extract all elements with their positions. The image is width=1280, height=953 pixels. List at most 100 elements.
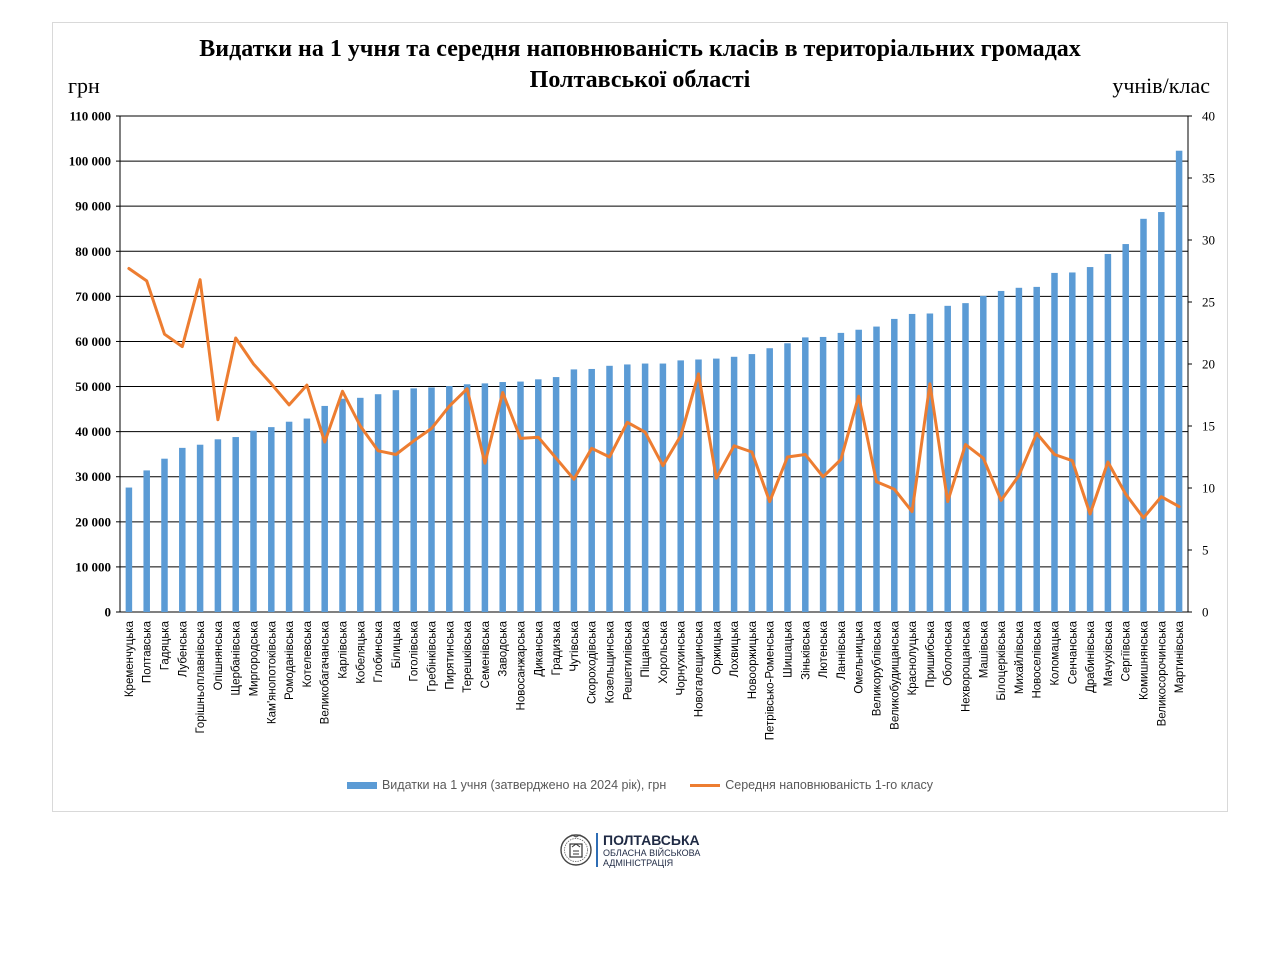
bar (410, 388, 417, 612)
category-label: Заводська (498, 620, 510, 676)
bar (321, 405, 328, 612)
bar (570, 369, 578, 612)
right-tick-label: 40 (1202, 109, 1215, 124)
bar (357, 397, 364, 612)
right-tick-label: 0 (1202, 605, 1209, 620)
category-label: Хорольська (658, 620, 670, 683)
category-label: Лохвицька (729, 620, 741, 677)
category-label: Великобагачанська (320, 620, 332, 724)
bar (855, 329, 862, 612)
chart-frame (52, 22, 1228, 812)
category-label: Мачухівська (1103, 620, 1115, 686)
right-tick-label: 25 (1202, 295, 1215, 310)
bar (161, 458, 168, 612)
bar (624, 364, 631, 612)
category-label: Лубенська (177, 620, 189, 677)
bar (1175, 150, 1183, 612)
legend-label-bars: Видатки на 1 учня (затверджено на 2024 р… (381, 778, 667, 792)
bar (1033, 286, 1040, 612)
bar (1104, 253, 1112, 612)
bar (463, 384, 471, 612)
category-label: Гадяцька (160, 620, 172, 670)
category-label: Білицька (391, 620, 403, 668)
right-axis-unit: учнів/клас (1112, 73, 1210, 98)
poltava-seal-icon (560, 834, 592, 866)
category-label: Ромоданівська (284, 620, 296, 700)
logo-line-3: АДМІНІСТРАЦІЯ (603, 857, 674, 868)
bar (1122, 244, 1129, 613)
category-label: Зіньківська (800, 620, 812, 679)
bar (446, 386, 453, 612)
legend-swatch-bars (346, 781, 377, 789)
category-label: Козельщинська (605, 620, 617, 703)
bar (143, 470, 150, 612)
bar (695, 359, 702, 612)
category-label: Великобудищанська (889, 620, 901, 729)
bar (748, 354, 756, 612)
category-label: Оболонська (943, 620, 955, 685)
category-label: Кам'янопотоківська (266, 620, 278, 724)
category-label: Семенівська (480, 620, 492, 688)
bar (1069, 272, 1076, 612)
category-label: Новогалещинська (694, 620, 706, 717)
category-label: Кобеляцька (355, 620, 367, 683)
category-label: Лютенська (818, 620, 830, 678)
category-label: Градизька (551, 620, 563, 675)
bar (713, 358, 720, 612)
category-label: Горішньоплавнівська (195, 620, 207, 733)
category-label: Новооржицька (747, 620, 759, 699)
category-label: Піщанська (640, 620, 652, 677)
legend-swatch-line (690, 783, 721, 787)
category-label: Пирятинська (444, 620, 456, 689)
right-tick-label: 10 (1202, 481, 1215, 496)
category-label: Полтавська (142, 620, 154, 683)
right-tick-label: 35 (1202, 171, 1215, 186)
category-label: Оржицька (711, 620, 723, 674)
bar (1051, 272, 1058, 612)
right-tick-label: 5 (1202, 543, 1209, 558)
bar (837, 332, 845, 612)
bar (499, 382, 506, 612)
category-label: Миргородська (249, 620, 261, 696)
chart-legend: Видатки на 1 учня (затверджено на 2024 р… (0, 778, 1280, 792)
bar (926, 313, 934, 612)
bar (517, 381, 524, 612)
category-label: Комишнянська (1139, 620, 1151, 700)
category-label: Краснолуцька (907, 620, 919, 695)
legend-item-line: Середня наповнюваність 1-го класу (690, 778, 933, 792)
bar (766, 348, 773, 612)
category-label: Коломацька (1050, 620, 1062, 685)
category-label: Сенчанська (1067, 620, 1079, 684)
category-label: Котелевська (302, 620, 314, 687)
category-label: Омельницька (854, 620, 866, 693)
bar (285, 421, 293, 612)
left-tick-label: 10 000 (75, 559, 111, 574)
category-label: Решетилівська (622, 620, 634, 700)
category-label: Ланнівська (836, 620, 848, 679)
bar (214, 439, 222, 612)
bar (1086, 267, 1094, 612)
category-label: Кременчуцька (124, 620, 136, 697)
bar (962, 303, 969, 612)
left-tick-label: 110 000 (69, 109, 111, 124)
bar (552, 377, 560, 612)
left-tick-label: 60 000 (75, 334, 111, 349)
legend-item-bars: Видатки на 1 учня (затверджено на 2024 р… (346, 778, 667, 792)
bar (1158, 212, 1165, 612)
category-label: Драбинівська (1085, 620, 1097, 693)
bar (588, 368, 595, 612)
category-label: Карлівська (338, 620, 350, 678)
category-label: Чутівська (569, 620, 581, 671)
category-label: Глобинська (373, 620, 385, 682)
bar (535, 379, 542, 612)
left-tick-label: 50 000 (75, 379, 111, 394)
category-label: Новоселівська (1032, 620, 1044, 698)
category-label: Нехворощанська (961, 620, 973, 712)
bar (268, 427, 275, 612)
category-label: Сергіївська (1121, 620, 1133, 681)
category-label: Гоголівська (409, 620, 421, 681)
bar (730, 356, 738, 612)
bar (944, 305, 951, 612)
bar (980, 295, 987, 612)
